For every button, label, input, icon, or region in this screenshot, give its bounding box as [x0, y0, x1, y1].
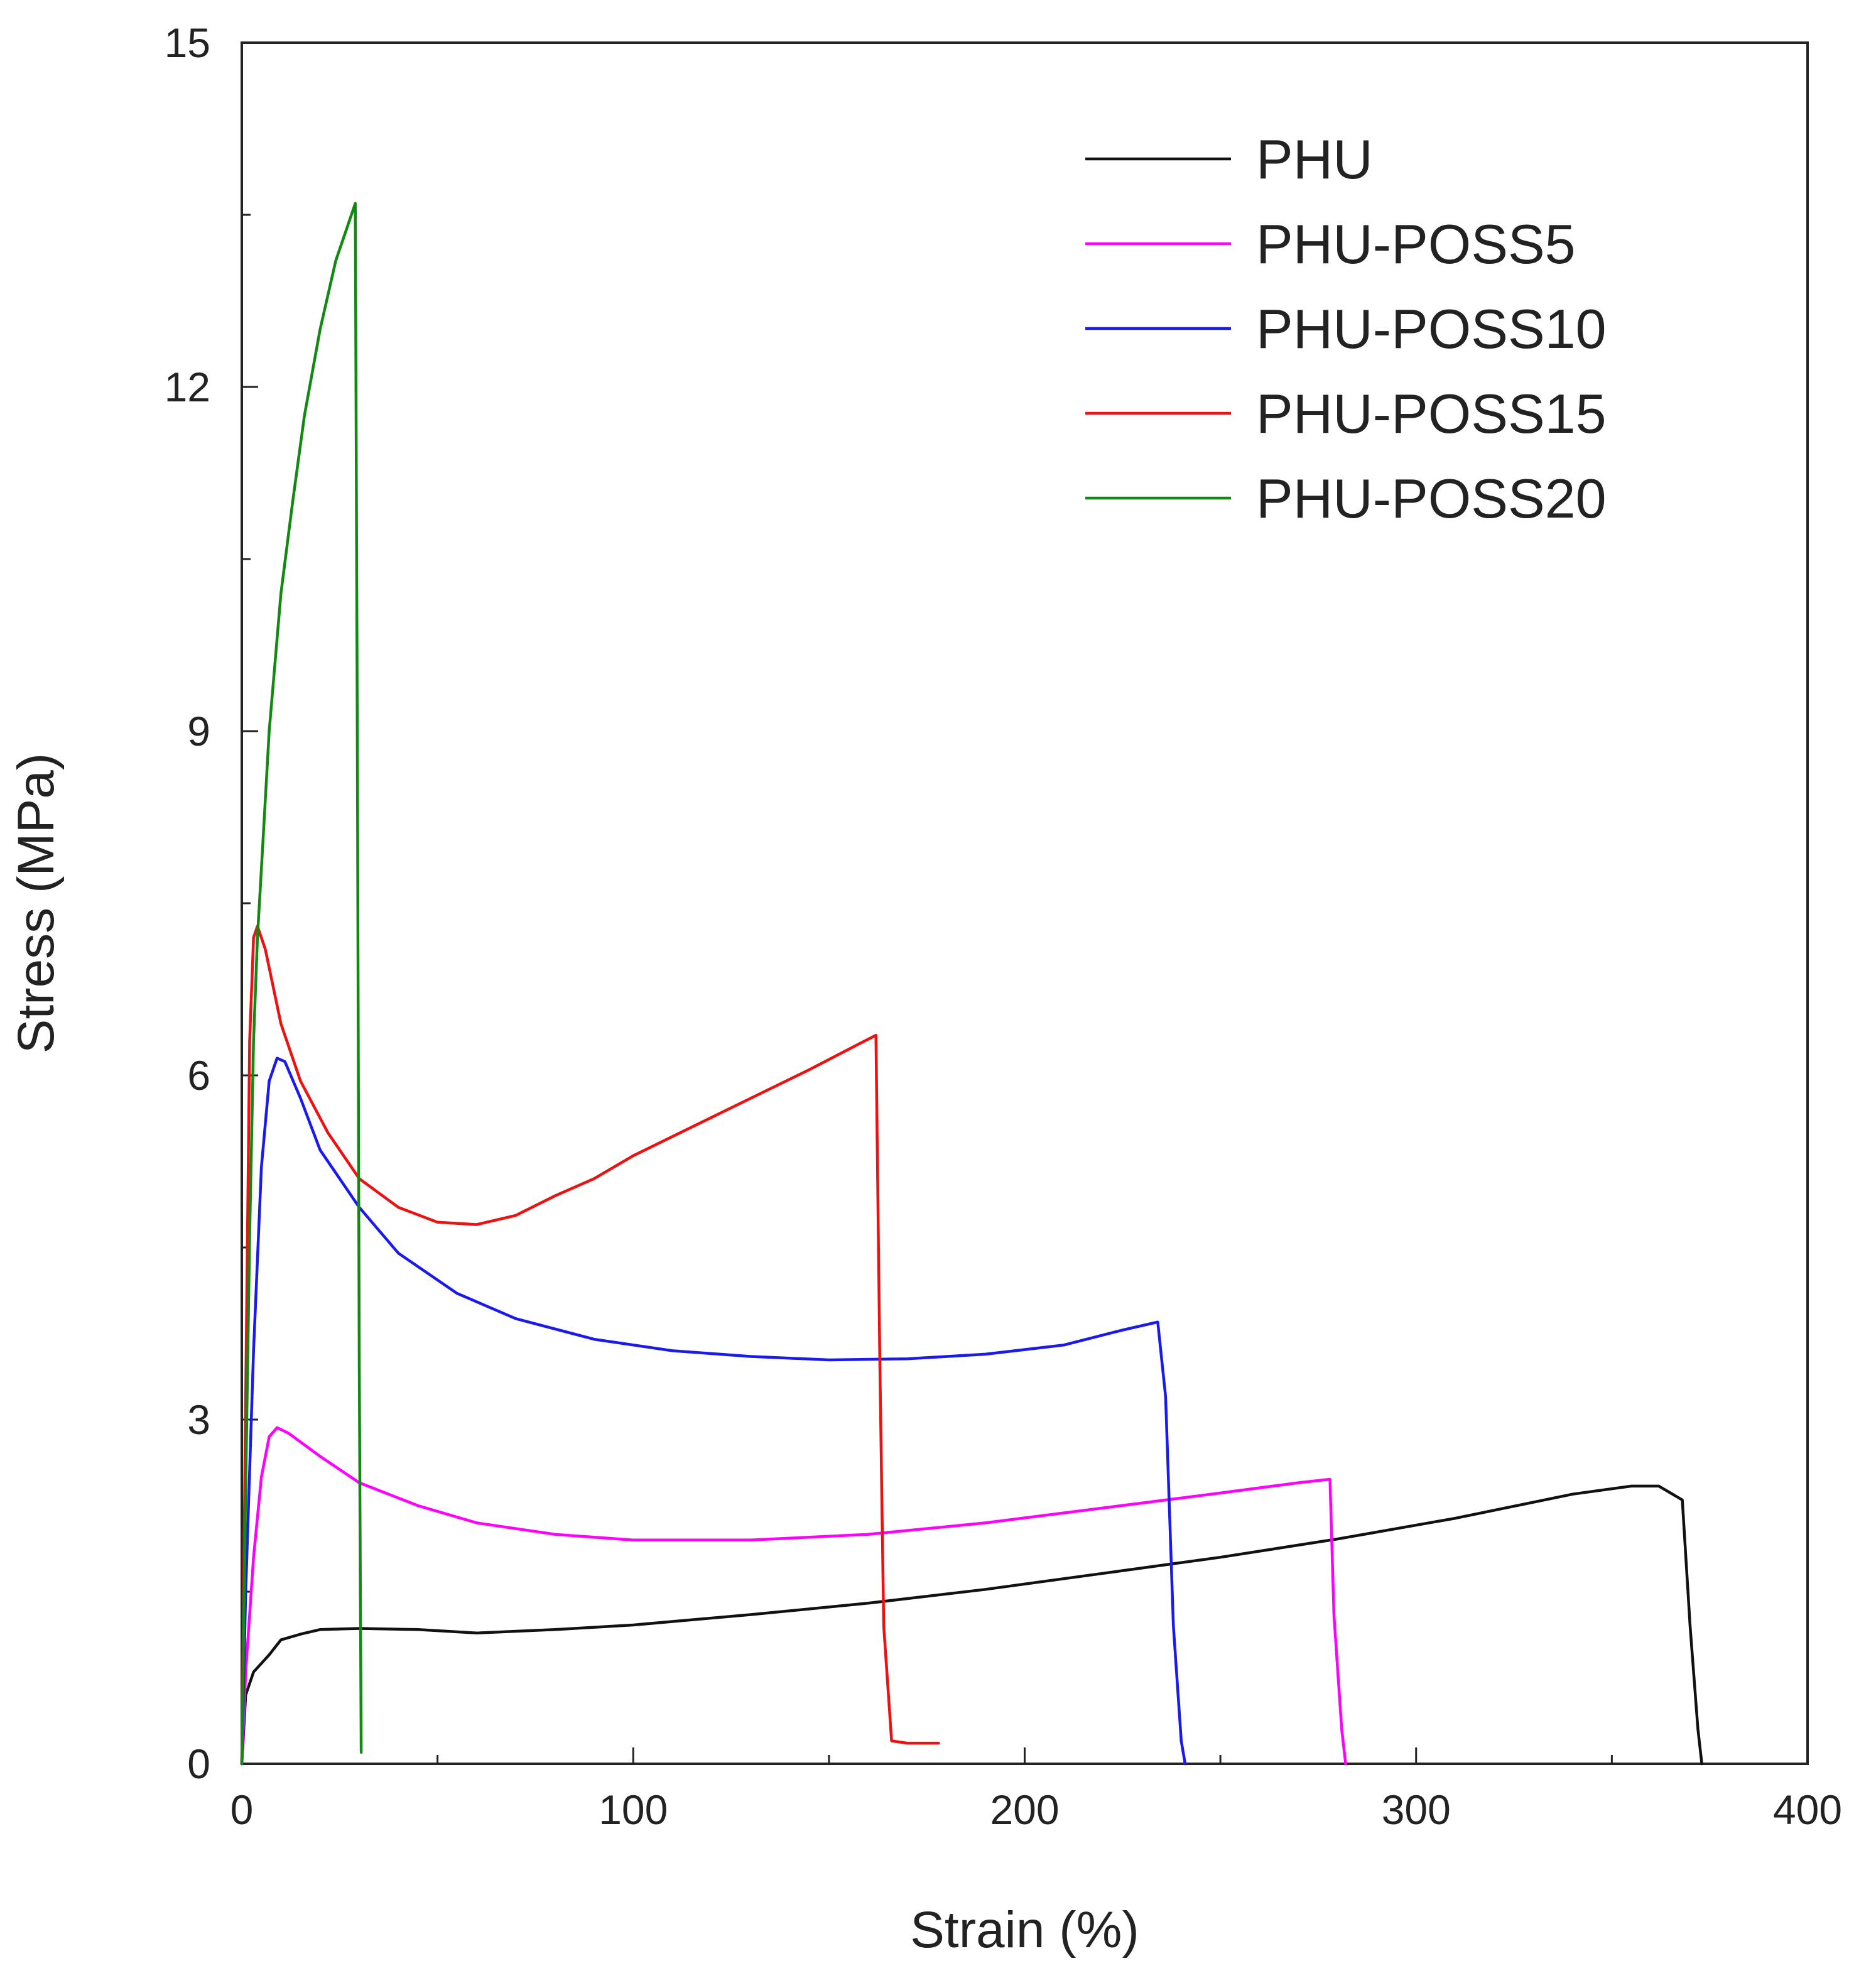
y-tick-label: 0: [187, 1741, 210, 1787]
x-axis-title: Strain (%): [910, 1901, 1139, 1959]
series-line-phu-poss10: [240, 1057, 1187, 1766]
x-tick-label: 0: [230, 1786, 254, 1833]
legend-label-phu: PHU: [1256, 128, 1373, 190]
series-layer: [240, 202, 1703, 1766]
y-axis-title: Stress (MPa): [8, 753, 65, 1053]
y-tick-label: 12: [165, 364, 210, 410]
series-line-phu-poss20: [240, 202, 363, 1766]
y-tick-label: 6: [187, 1052, 210, 1099]
legend-label-phu-poss15: PHU-POSS15: [1256, 383, 1607, 445]
y-tick-label: 15: [165, 19, 210, 66]
series-line-phu-poss15: [240, 925, 940, 1766]
series-line-phu: [240, 1484, 1703, 1766]
x-tick-label: 400: [1773, 1786, 1842, 1833]
y-tick-label: 3: [187, 1396, 210, 1443]
legend-label-phu-poss20: PHU-POSS20: [1256, 467, 1607, 530]
x-tick-label: 300: [1382, 1786, 1451, 1833]
x-tick-label: 200: [990, 1786, 1059, 1833]
x-axis-ticks: 0 100 200 300 400: [230, 1747, 1842, 1833]
legend-label-phu-poss10: PHU-POSS10: [1256, 298, 1607, 360]
legend-label-phu-poss5: PHU-POSS5: [1256, 213, 1576, 275]
x-tick-label: 100: [599, 1786, 668, 1833]
legend: PHU PHU-POSS5 PHU-POSS10 PHU-POSS15 PHU-POSS…: [1085, 128, 1607, 530]
y-tick-label: 9: [187, 708, 210, 754]
series-line-phu-poss5: [240, 1426, 1347, 1766]
